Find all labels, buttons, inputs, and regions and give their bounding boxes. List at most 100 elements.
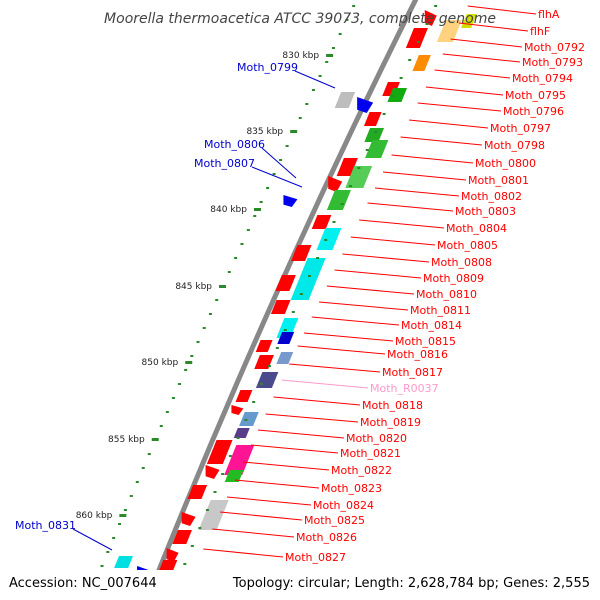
- gene-feature-arrow: [181, 512, 196, 526]
- ring-dot-inner: [391, 95, 395, 97]
- gene-feature-arrow: [424, 10, 437, 26]
- gene-feature-box: [316, 228, 342, 250]
- gene-feature-box: [311, 215, 332, 229]
- gene-label-left: Moth_0807: [194, 157, 255, 170]
- ring-dot-outer: [178, 383, 182, 385]
- ring-dot-outer: [123, 509, 127, 511]
- gene-feature-arrow: [328, 176, 343, 192]
- leader-line-left: [251, 166, 303, 188]
- leader-line-right: [297, 345, 386, 355]
- topology-text: Topology: circular; Length: 2,628,784 bp…: [232, 576, 590, 591]
- kbp-tick-mark: [185, 361, 193, 364]
- ring-dot-inner: [399, 77, 403, 79]
- kbp-tick-mark: [326, 54, 334, 57]
- gene-label-right: Moth_0825: [304, 514, 365, 527]
- leader-line-right: [319, 301, 409, 311]
- leader-line-right: [243, 461, 330, 471]
- ring-dot-outer: [345, 19, 349, 21]
- gene-feature-box: [254, 355, 274, 369]
- ring-dot-outer: [298, 117, 302, 119]
- leader-line-right: [311, 316, 400, 326]
- gene-label-right: Moth_0800: [475, 157, 536, 170]
- gene-label-left: Moth_0806: [204, 138, 265, 151]
- gene-label-right: Moth_0801: [468, 174, 529, 187]
- leader-line-left: [261, 147, 297, 179]
- ring-dot-outer: [190, 355, 194, 357]
- accession-text: Accession: NC_007644: [9, 576, 157, 591]
- gene-feature-arrow: [357, 97, 374, 113]
- gene-label-right: Moth_0824: [313, 499, 374, 512]
- gene-label-right: Moth_0823: [321, 482, 382, 495]
- ring-dot-outer: [112, 537, 116, 539]
- ring-dot-inner: [332, 221, 336, 223]
- ring-dot-inner: [425, 23, 429, 25]
- leader-line-left: [294, 70, 336, 89]
- ring-dot-inner: [374, 131, 378, 133]
- ring-dot-inner: [357, 167, 361, 169]
- leader-line-layer: [72, 5, 537, 558]
- ring-dot-outer: [305, 103, 309, 105]
- leader-line-right: [273, 396, 361, 406]
- leader-line-right: [304, 332, 394, 342]
- leader-line-right: [458, 22, 529, 32]
- ring-dot-outer: [135, 481, 139, 483]
- gene-feature-box: [365, 140, 389, 158]
- ring-dot-outer: [279, 159, 283, 161]
- ring-dot-outer: [246, 229, 250, 231]
- ring-dot-inner: [382, 113, 386, 115]
- gene-feature-arrow: [231, 405, 244, 415]
- leader-line-right: [250, 444, 339, 454]
- ring-dot-outer: [311, 89, 315, 91]
- ring-dot-inner: [213, 491, 217, 493]
- gene-label-right: Moth_0817: [382, 366, 443, 379]
- gene-label-right: Moth_0814: [401, 319, 462, 332]
- gene-label-left: Moth_0799: [237, 61, 298, 74]
- gene-feature-box: [224, 445, 255, 475]
- gene-feature-box: [461, 14, 477, 28]
- genome-title: Moorella thermoacetica ATCC 39073, compl…: [104, 11, 496, 27]
- ring-dot-inner: [183, 563, 187, 565]
- kbp-tick-mark: [151, 438, 159, 441]
- ring-dot-outer: [106, 551, 110, 553]
- ring-dot-inner: [205, 509, 209, 511]
- gene-feature-box: [345, 166, 373, 188]
- ring-dot-inner: [228, 455, 232, 457]
- gene-feature-box: [412, 55, 431, 71]
- gene-label-right: Moth_0809: [423, 272, 484, 285]
- ring-dot-outer: [266, 187, 270, 189]
- ring-dot-outer: [234, 257, 238, 259]
- gene-feature-box: [436, 20, 462, 42]
- ring-dot-outer: [285, 145, 289, 147]
- ring-dot-inner: [408, 59, 412, 61]
- leader-line-right: [467, 5, 537, 15]
- ring-dot-outer: [318, 75, 322, 77]
- kbp-tick-mark: [219, 285, 227, 288]
- gene-label-right: Moth_0795: [505, 89, 566, 102]
- ring-dot-outer: [331, 47, 335, 49]
- gene-feature-box: [198, 500, 229, 530]
- ring-dot-inner: [252, 401, 256, 403]
- ring-dot-inner: [190, 545, 194, 547]
- ring-dot-outer: [165, 411, 169, 413]
- leader-line-right: [289, 363, 381, 373]
- leader-line-right: [257, 429, 345, 439]
- ring-dot-outer: [240, 243, 244, 245]
- kbp-tick-mark: [290, 130, 298, 133]
- kbp-tick-mark: [253, 208, 261, 211]
- gene-label-right: Moth_0808: [431, 256, 492, 269]
- gene-label-right: Moth_R0037: [370, 382, 439, 395]
- gene-label-right: flhA: [538, 8, 560, 21]
- gene-label-right: Moth_0792: [524, 41, 585, 54]
- ring-dot-outer: [202, 327, 206, 329]
- leader-line-right: [234, 479, 320, 489]
- leader-line-right: [203, 548, 284, 558]
- ring-dot-outer: [253, 215, 257, 217]
- gene-label-right: Moth_0803: [455, 205, 516, 218]
- leader-line-right: [326, 285, 415, 295]
- leader-line-right: [342, 253, 430, 263]
- ring-dot-outer: [141, 467, 145, 469]
- gene-label-right: Moth_0802: [461, 190, 522, 203]
- gene-label-right: Moth_0805: [437, 239, 498, 252]
